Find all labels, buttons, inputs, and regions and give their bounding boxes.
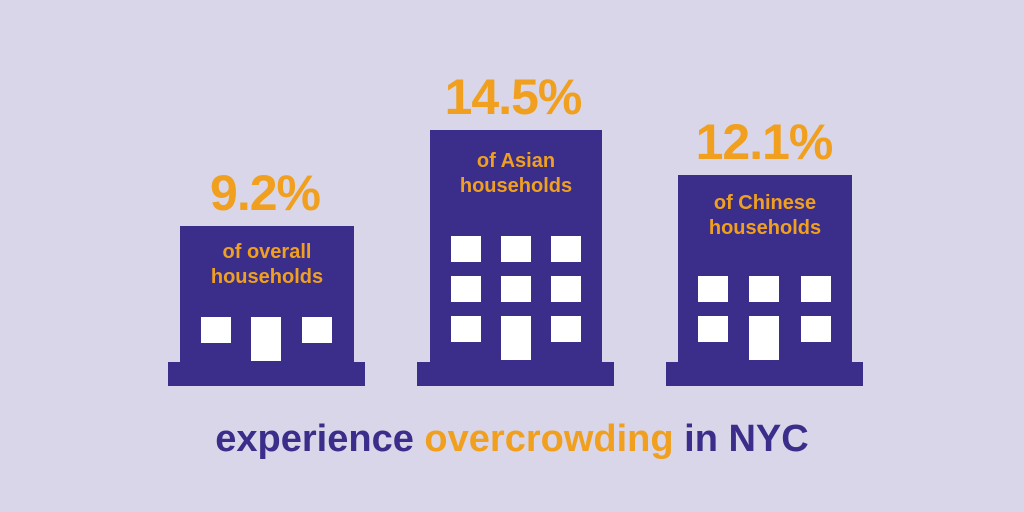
tagline: experience overcrowding in NYC [0, 417, 1024, 461]
tagline-highlight: overcrowding [424, 418, 674, 460]
overall-label-line1: of overall [222, 241, 312, 263]
window-icon [551, 276, 581, 302]
overall-percentage: 9.2% [210, 165, 321, 221]
window-icon [749, 276, 779, 302]
tagline-after: in NYC [684, 418, 809, 460]
window-icon [451, 236, 481, 262]
window-icon [698, 316, 728, 342]
window-icon [451, 316, 481, 342]
asian-building-base [417, 362, 614, 386]
asian-percentage: 14.5% [444, 69, 583, 125]
asian-building-icon: of Asian households [430, 130, 602, 364]
window-icon [801, 316, 831, 342]
overall-label-line2: households [210, 266, 324, 288]
window-icon [801, 276, 831, 302]
window-icon [451, 276, 481, 302]
window-icon [302, 317, 332, 343]
chinese-building-icon: of Chinese households [678, 175, 852, 364]
door-icon [501, 316, 531, 360]
chinese-percentage: 12.1% [695, 114, 834, 170]
door-icon [749, 316, 779, 360]
window-icon [698, 276, 728, 302]
chinese-label-line2: households [708, 217, 822, 239]
window-icon [201, 317, 231, 343]
window-icon [551, 236, 581, 262]
chinese-label-line1: of Chinese [713, 192, 817, 214]
asian-label-line1: of Asian [476, 150, 556, 172]
overall-building-icon: of overall households [180, 226, 354, 364]
window-icon [501, 276, 531, 302]
window-icon [501, 236, 531, 262]
asian-label-line2: households [459, 175, 573, 197]
window-icon [551, 316, 581, 342]
overall-building-base [168, 362, 365, 386]
tagline-before: experience [215, 418, 414, 460]
chinese-building-base [666, 362, 863, 386]
door-icon [251, 317, 281, 361]
